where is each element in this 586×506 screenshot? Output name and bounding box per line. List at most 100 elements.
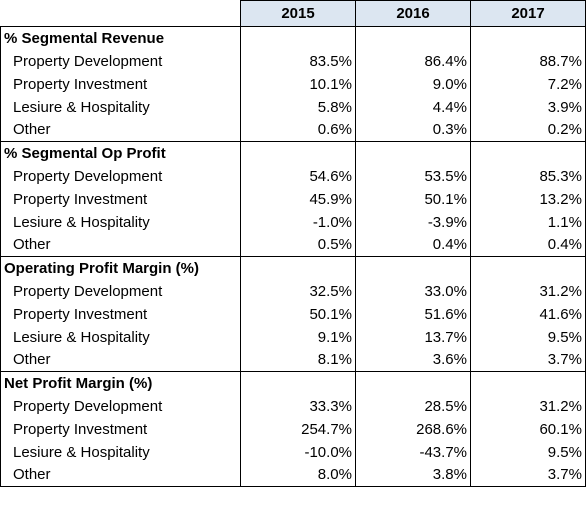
value-cell: 3.7% bbox=[470, 463, 586, 487]
value-cell: 45.9% bbox=[240, 187, 356, 211]
section-row: % Segmental Op Profit bbox=[0, 141, 586, 165]
empty-cell bbox=[355, 371, 471, 395]
value-cell: 0.6% bbox=[240, 118, 356, 142]
row-label: Property Investment bbox=[0, 302, 241, 326]
data-row: Property Investment 45.9% 50.1% 13.2% bbox=[0, 187, 586, 211]
data-row: Property Development 33.3% 28.5% 31.2% bbox=[0, 394, 586, 418]
data-row: Other 0.6% 0.3% 0.2% bbox=[0, 118, 586, 142]
data-row: Property Investment 50.1% 51.6% 41.6% bbox=[0, 302, 586, 326]
value-cell: 60.1% bbox=[470, 417, 586, 441]
value-cell: 8.1% bbox=[240, 348, 356, 372]
row-label: Lesiure & Hospitality bbox=[0, 325, 241, 349]
value-cell: 41.6% bbox=[470, 302, 586, 326]
data-row: Property Investment 10.1% 9.0% 7.2% bbox=[0, 72, 586, 96]
value-cell: 8.0% bbox=[240, 463, 356, 487]
data-row: Other 0.5% 0.4% 0.4% bbox=[0, 233, 586, 257]
value-cell: 3.8% bbox=[355, 463, 471, 487]
value-cell: 31.2% bbox=[470, 279, 586, 303]
value-cell: 13.2% bbox=[470, 187, 586, 211]
value-cell: 28.5% bbox=[355, 394, 471, 418]
value-cell: 3.7% bbox=[470, 348, 586, 372]
empty-cell bbox=[240, 26, 356, 50]
column-header: 2016 bbox=[355, 0, 471, 27]
empty-cell bbox=[240, 141, 356, 165]
row-label: Lesiure & Hospitality bbox=[0, 440, 241, 464]
empty-cell bbox=[470, 26, 586, 50]
section-title: Net Profit Margin (%) bbox=[0, 371, 241, 395]
value-cell: 9.0% bbox=[355, 72, 471, 96]
blank-cell bbox=[0, 0, 241, 27]
value-cell: 5.8% bbox=[240, 95, 356, 119]
data-row: Other 8.1% 3.6% 3.7% bbox=[0, 348, 586, 372]
table-body: 2015 2016 2017% Segmental Revenue Property … bbox=[0, 0, 586, 487]
row-label: Property Development bbox=[0, 394, 241, 418]
empty-cell bbox=[355, 256, 471, 280]
value-cell: -43.7% bbox=[355, 440, 471, 464]
value-cell: 9.5% bbox=[470, 440, 586, 464]
section-title: Operating Profit Margin (%) bbox=[0, 256, 241, 280]
value-cell: 9.5% bbox=[470, 325, 586, 349]
empty-cell bbox=[240, 256, 356, 280]
row-label: Property Development bbox=[0, 49, 241, 73]
value-cell: 33.3% bbox=[240, 394, 356, 418]
value-cell: 13.7% bbox=[355, 325, 471, 349]
section-title: % Segmental Op Profit bbox=[0, 141, 241, 165]
value-cell: 0.2% bbox=[470, 118, 586, 142]
value-cell: 33.0% bbox=[355, 279, 471, 303]
value-cell: 85.3% bbox=[470, 164, 586, 188]
row-label: Property Investment bbox=[0, 417, 241, 441]
column-header: 2015 bbox=[240, 0, 356, 27]
value-cell: 53.5% bbox=[355, 164, 471, 188]
data-row: Lesiure & Hospitality -1.0% -3.9% 1.1% bbox=[0, 210, 586, 234]
data-table: 2015 2016 2017% Segmental Revenue Property … bbox=[0, 0, 586, 487]
value-cell: 7.2% bbox=[470, 72, 586, 96]
row-label: Property Development bbox=[0, 164, 241, 188]
section-row: Net Profit Margin (%) bbox=[0, 371, 586, 395]
value-cell: 32.5% bbox=[240, 279, 356, 303]
column-header: 2017 bbox=[470, 0, 586, 27]
value-cell: 0.5% bbox=[240, 233, 356, 257]
row-label: Other bbox=[0, 118, 241, 142]
value-cell: 1.1% bbox=[470, 210, 586, 234]
row-label: Property Investment bbox=[0, 187, 241, 211]
value-cell: 10.1% bbox=[240, 72, 356, 96]
section-row: Operating Profit Margin (%) bbox=[0, 256, 586, 280]
row-label: Other bbox=[0, 233, 241, 257]
data-row: Property Investment 254.7% 268.6% 60.1% bbox=[0, 417, 586, 441]
value-cell: 86.4% bbox=[355, 49, 471, 73]
value-cell: 54.6% bbox=[240, 164, 356, 188]
value-cell: 0.4% bbox=[470, 233, 586, 257]
row-label: Other bbox=[0, 463, 241, 487]
value-cell: 51.6% bbox=[355, 302, 471, 326]
value-cell: 0.3% bbox=[355, 118, 471, 142]
value-cell: 31.2% bbox=[470, 394, 586, 418]
value-cell: 3.9% bbox=[470, 95, 586, 119]
data-row: Lesiure & Hospitality 9.1% 13.7% 9.5% bbox=[0, 325, 586, 349]
value-cell: 83.5% bbox=[240, 49, 356, 73]
data-row: Property Development 32.5% 33.0% 31.2% bbox=[0, 279, 586, 303]
data-row: Lesiure & Hospitality 5.8% 4.4% 3.9% bbox=[0, 95, 586, 119]
value-cell: 4.4% bbox=[355, 95, 471, 119]
data-row: Property Development 83.5% 86.4% 88.7% bbox=[0, 49, 586, 73]
value-cell: 88.7% bbox=[470, 49, 586, 73]
value-cell: -1.0% bbox=[240, 210, 356, 234]
data-row: Lesiure & Hospitality -10.0% -43.7% 9.5% bbox=[0, 440, 586, 464]
row-label: Property Development bbox=[0, 279, 241, 303]
value-cell: 50.1% bbox=[355, 187, 471, 211]
empty-cell bbox=[470, 141, 586, 165]
empty-cell bbox=[470, 256, 586, 280]
value-cell: -3.9% bbox=[355, 210, 471, 234]
header-row: 2015 2016 2017 bbox=[0, 0, 586, 27]
value-cell: 9.1% bbox=[240, 325, 356, 349]
value-cell: 0.4% bbox=[355, 233, 471, 257]
value-cell: 254.7% bbox=[240, 417, 356, 441]
data-row: Property Development 54.6% 53.5% 85.3% bbox=[0, 164, 586, 188]
empty-cell bbox=[240, 371, 356, 395]
row-label: Lesiure & Hospitality bbox=[0, 95, 241, 119]
value-cell: 50.1% bbox=[240, 302, 356, 326]
row-label: Property Investment bbox=[0, 72, 241, 96]
empty-cell bbox=[355, 141, 471, 165]
data-row: Other 8.0% 3.8% 3.7% bbox=[0, 463, 586, 487]
empty-cell bbox=[355, 26, 471, 50]
